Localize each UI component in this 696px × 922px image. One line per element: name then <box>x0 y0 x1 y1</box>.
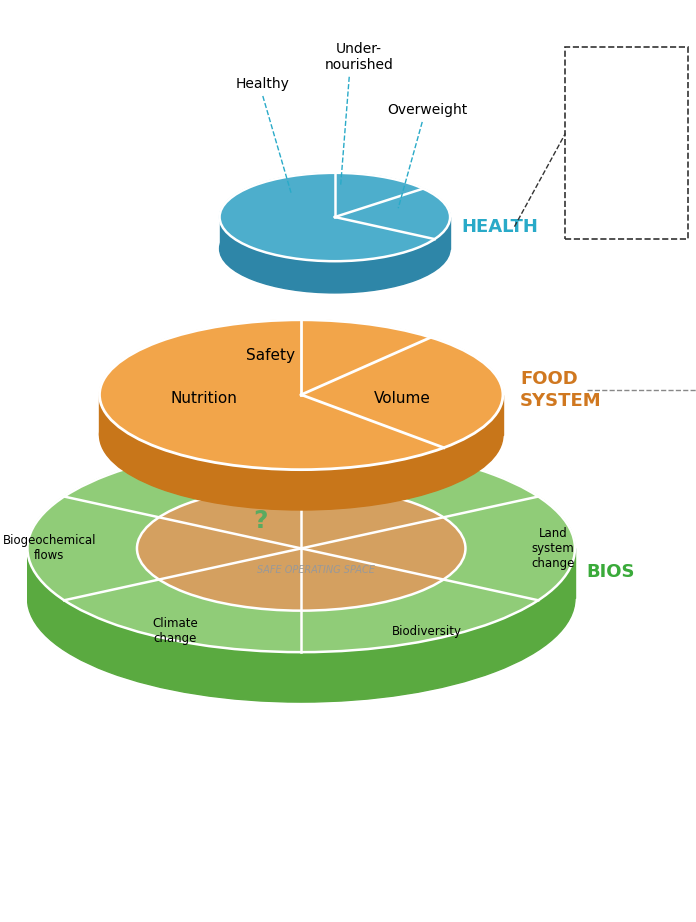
Ellipse shape <box>219 172 450 261</box>
Text: Under-
nourished: Under- nourished <box>324 41 393 72</box>
Text: Overweight: Overweight <box>387 103 467 117</box>
Text: Climate
change: Climate change <box>152 617 198 645</box>
Text: Water: Water <box>409 459 445 472</box>
Text: Land
system
change: Land system change <box>531 526 575 570</box>
Text: Nutrition: Nutrition <box>171 391 238 406</box>
Ellipse shape <box>137 486 466 610</box>
Text: Volume: Volume <box>374 391 431 406</box>
Text: Biogeochemical
flows: Biogeochemical flows <box>3 535 96 562</box>
Text: FOOD
SYSTEM: FOOD SYSTEM <box>520 370 602 410</box>
Ellipse shape <box>219 205 450 293</box>
Ellipse shape <box>27 444 575 652</box>
Ellipse shape <box>27 494 575 702</box>
Polygon shape <box>219 217 450 249</box>
Text: SAFE OPERATING SPACE: SAFE OPERATING SPACE <box>257 565 374 575</box>
Text: Safety: Safety <box>246 349 296 363</box>
Ellipse shape <box>100 361 503 510</box>
Text: Biodiversity: Biodiversity <box>392 624 462 638</box>
Ellipse shape <box>100 320 503 469</box>
Text: Healthy: Healthy <box>236 77 290 91</box>
Text: Persistent
pollutants: Persistent pollutants <box>145 452 205 479</box>
Text: HEALTH: HEALTH <box>461 218 539 236</box>
Polygon shape <box>100 395 503 435</box>
Text: BIOS: BIOS <box>587 563 635 582</box>
Polygon shape <box>27 549 575 598</box>
Text: ?: ? <box>253 510 267 534</box>
Bar <box>565 47 688 239</box>
